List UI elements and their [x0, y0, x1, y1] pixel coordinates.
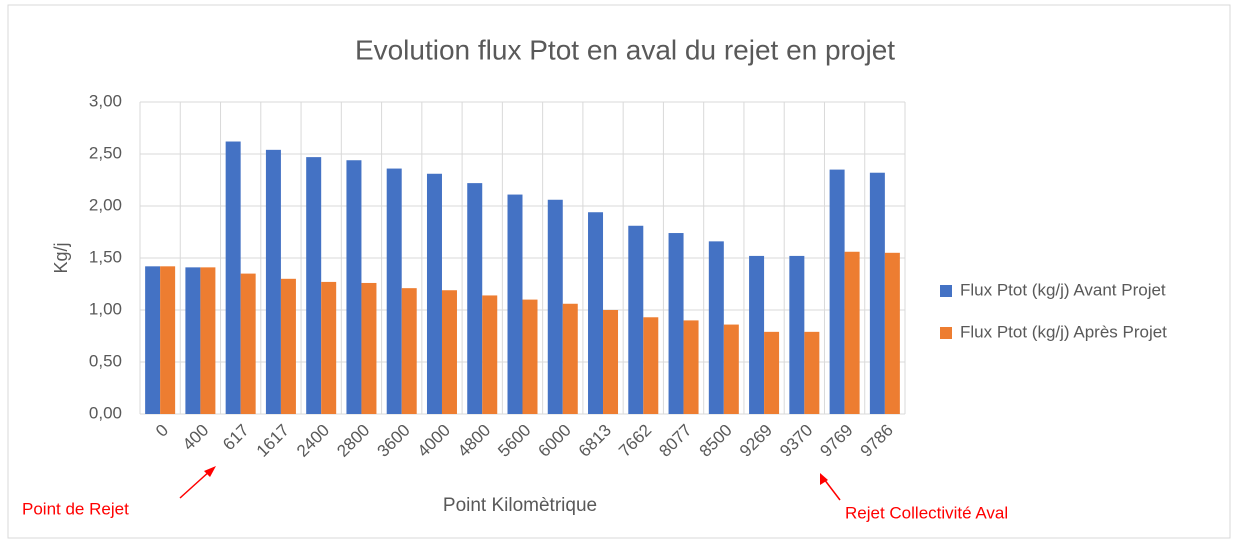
bar	[844, 251, 860, 414]
bar	[185, 267, 201, 414]
bar	[562, 303, 578, 414]
bar	[588, 212, 604, 414]
bar	[522, 299, 538, 414]
legend-label: Flux Ptot (kg/j) Avant Projet	[960, 280, 1166, 299]
bar	[321, 281, 337, 414]
bar	[441, 290, 457, 414]
bar	[225, 141, 241, 414]
bar	[643, 317, 659, 414]
bar	[240, 273, 256, 414]
bar	[145, 266, 161, 414]
bar	[346, 160, 362, 414]
bar	[306, 157, 322, 414]
legend-swatch	[940, 327, 952, 339]
bar	[804, 331, 820, 414]
annotation-arrow	[179, 469, 212, 499]
bar	[829, 169, 845, 414]
bar	[603, 310, 619, 414]
bar	[708, 241, 724, 414]
bar	[789, 255, 805, 414]
y-tick-label: 2,00	[89, 195, 122, 214]
x-axis-label: Point Kilomètrique	[443, 495, 597, 516]
bar	[869, 172, 885, 414]
bar	[884, 252, 900, 414]
y-tick-label: 1,00	[89, 299, 122, 318]
y-tick-label: 1,50	[89, 247, 122, 266]
y-axis-label: Kg/j	[51, 242, 71, 273]
y-tick-label: 2,50	[89, 143, 122, 162]
bar	[467, 183, 483, 414]
annotation-arrowhead	[820, 473, 828, 485]
annotation-arrow	[823, 478, 841, 501]
bar	[628, 225, 644, 414]
bar	[507, 194, 523, 414]
y-tick-label: 3,00	[89, 91, 122, 110]
y-tick-label: 0,00	[89, 403, 122, 422]
bar	[160, 266, 176, 414]
y-tick-label: 0,50	[89, 351, 122, 370]
bar	[200, 267, 216, 414]
legend-label: Flux Ptot (kg/j) Après Projet	[960, 322, 1167, 341]
legend-swatch	[940, 285, 952, 297]
bar	[482, 295, 498, 414]
bar	[749, 255, 765, 414]
bar	[401, 288, 417, 414]
bar	[764, 331, 780, 414]
annotation: Point de Rejet	[22, 499, 129, 518]
annotation: Rejet Collectivité Aval	[845, 503, 1008, 522]
bar	[668, 233, 684, 414]
bar	[386, 168, 402, 414]
bar	[723, 324, 739, 414]
bar	[280, 278, 296, 414]
bar	[265, 149, 281, 414]
chart-title: Evolution flux Ptot en aval du rejet en …	[355, 34, 895, 65]
annotation-arrowhead	[204, 466, 216, 477]
bar	[361, 282, 377, 414]
bar	[547, 199, 563, 414]
bar	[426, 173, 442, 414]
bar	[683, 320, 699, 414]
